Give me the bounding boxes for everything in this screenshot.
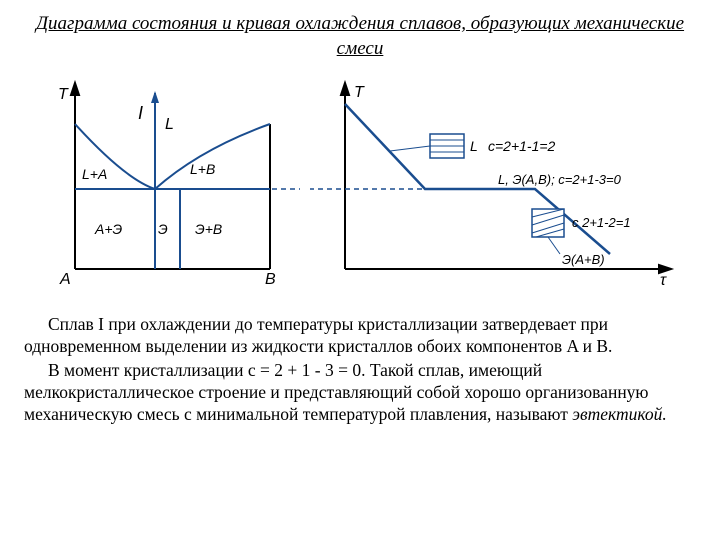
cc-eutectic-label: Э(A+B)	[562, 252, 605, 267]
region-l-label: L	[165, 116, 174, 133]
paragraph-2-em: эвтектикой.	[572, 404, 666, 424]
region-la-label: L+A	[82, 166, 107, 182]
region-lb-label: L+B	[190, 161, 215, 177]
cc-bottom-eq: c 2+1-2=1	[572, 215, 631, 230]
paragraph-2: В момент кристаллизации c = 2 + 1 - 3 = …	[24, 360, 696, 426]
cc-l-eq: c=2+1-1=2	[488, 138, 556, 154]
region-3-label: Э	[158, 221, 168, 237]
paragraph-2a: В момент кристаллизации c = 2 + 1 - 3 = …	[24, 360, 649, 424]
cc-axis-t: T	[354, 84, 365, 101]
paragraph-1: Сплав I при охлаждении до температуры кр…	[24, 314, 696, 358]
phase-diagram: T I L L+A L+B A+Э Э Э+B A B	[30, 69, 300, 304]
axis-t-label: T	[58, 86, 69, 103]
cc-mid-label: L, Э(A,B); c=2+1-3=0	[498, 172, 622, 187]
cooling-curve: T τ L c=2+1-1=2 L, Э(A,B); c=2+1-3=0 c 2…	[310, 69, 690, 304]
region-3b-label: Э+B	[195, 221, 222, 237]
figure-row: T I L L+A L+B A+Э Э Э+B A B	[24, 69, 696, 304]
region-i-label: I	[138, 103, 143, 123]
cc-axis-tau: τ	[660, 272, 667, 289]
axis-b-label: B	[265, 271, 276, 288]
page-title: Диаграмма состояния и кривая охлаждения …	[24, 12, 696, 61]
axis-a-label: A	[59, 271, 71, 288]
region-a3-label: A+Э	[94, 221, 123, 237]
body-text: Сплав I при охлаждении до температуры кр…	[24, 314, 696, 425]
cc-l-box-label: L	[470, 138, 478, 154]
